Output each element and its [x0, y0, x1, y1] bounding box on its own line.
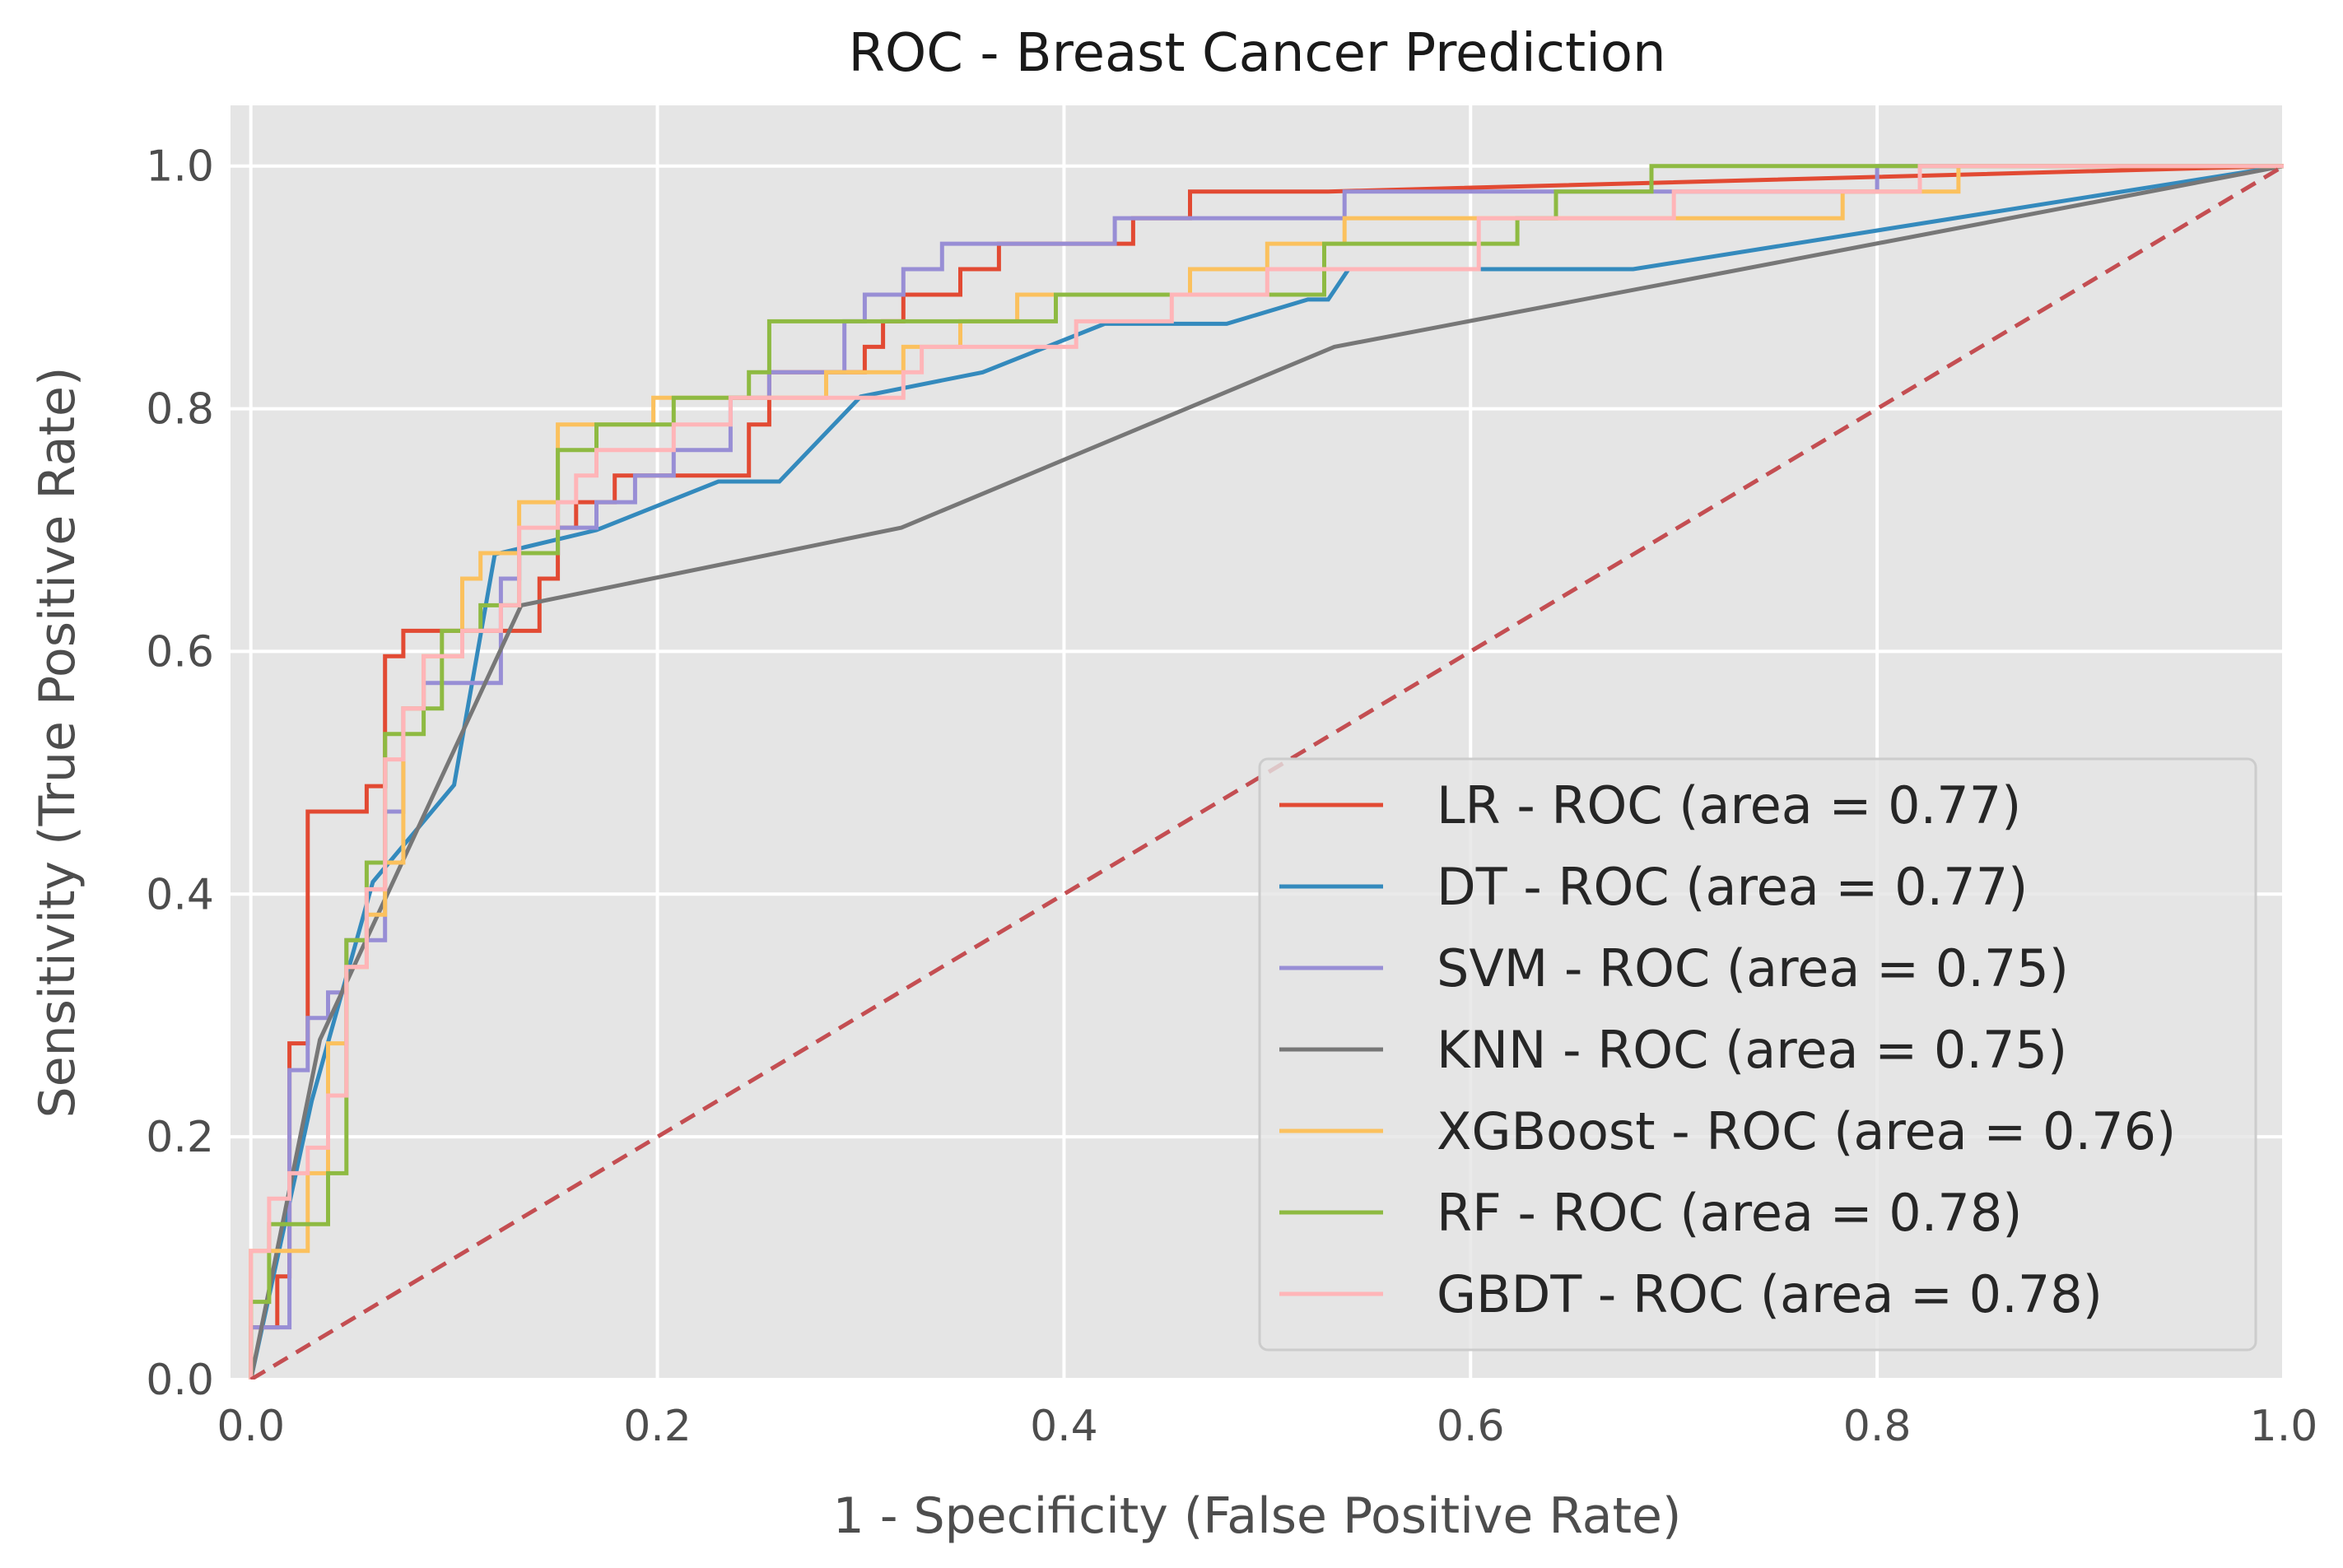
- legend-entry-rf: RF - ROC (area = 0.78): [1437, 1183, 2022, 1243]
- x-tick-label: 0.4: [1030, 1402, 1098, 1451]
- legend-entry-gbdt: GBDT - ROC (area = 0.78): [1437, 1264, 2103, 1324]
- x-tick-label: 0.8: [1843, 1402, 1912, 1451]
- legend-entry-knn: KNN - ROC (area = 0.75): [1437, 1020, 2067, 1080]
- legend-entry-xgboost: XGBoost - ROC (area = 0.76): [1437, 1101, 2176, 1161]
- y-tick-label: 0.2: [146, 1113, 214, 1162]
- y-axis-label: Sensitivity (True Positive Rate): [29, 367, 86, 1119]
- y-tick-label: 0.6: [146, 627, 214, 677]
- chart-title: ROC - Breast Cancer Prediction: [848, 23, 1665, 84]
- legend-box: [1258, 757, 2257, 1352]
- tick-labels: 0.0 0.2 0.4 0.6 0.8 1.0 0.0 0.2 0.4 0.6 0.8 1.0: [146, 142, 2317, 1451]
- series-layer: [249, 164, 2284, 1380]
- y-tick-label: 1.0: [146, 142, 214, 192]
- series-line-knn: [249, 164, 2284, 1380]
- series-line-lr: [249, 164, 2284, 1380]
- y-tick-label: 0.4: [146, 870, 214, 919]
- legend: LR - ROC (area = 0.77) DT - ROC (area = 0…: [1258, 757, 2257, 1352]
- x-tick-label: 0.6: [1437, 1402, 1505, 1451]
- x-tick-label: 1.0: [2250, 1402, 2318, 1451]
- y-tick-label: 0.8: [146, 385, 214, 435]
- legend-entry-svm: SVM - ROC (area = 0.75): [1437, 938, 2069, 998]
- y-tick-label: 0.0: [146, 1356, 214, 1405]
- legend-entry-lr: LR - ROC (area = 0.77): [1437, 775, 2021, 835]
- x-tick-label: 0.2: [623, 1402, 692, 1451]
- legend-entry-dt: DT - ROC (area = 0.77): [1437, 857, 2028, 917]
- x-tick-label: 0.0: [217, 1402, 285, 1451]
- x-axis-label: 1 - Specificity (False Positive Rate): [833, 1487, 1682, 1545]
- series-line-gbdt: [249, 164, 2284, 1380]
